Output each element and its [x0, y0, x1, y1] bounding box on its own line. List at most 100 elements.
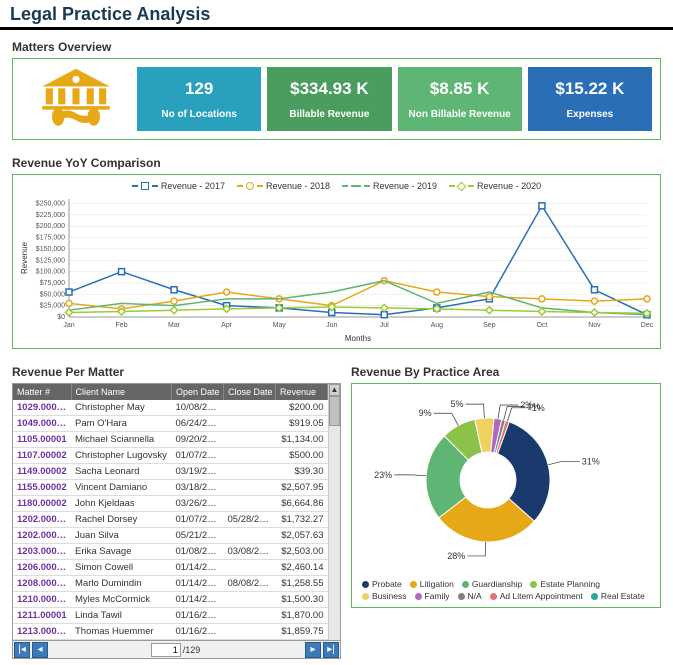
- svg-text:9%: 9%: [419, 408, 432, 418]
- yoy-chart-panel: Revenue - 2017 Revenue - 2018 Revenue - 20…: [12, 174, 661, 349]
- pager-prev-button[interactable]: ◂: [32, 642, 48, 658]
- pager-last-button[interactable]: ▸|: [323, 642, 339, 658]
- practice-legend: Probate Litigation Guardianship Estate Plan…: [358, 579, 654, 601]
- kpi-label: Expenses: [532, 109, 648, 120]
- table-row[interactable]: 1202.00001Rachel Dorsey01/07/201905/28/2…: [13, 512, 328, 528]
- yoy-legend-item[interactable]: Revenue - 2018: [237, 181, 330, 191]
- table-row[interactable]: 1049.00002Pam O'Hara06/24/2019$919.05: [13, 416, 328, 432]
- kpi-label: No of Locations: [141, 109, 257, 120]
- svg-text:Apr: Apr: [221, 322, 233, 329]
- table-row[interactable]: 1105.00001Michael Sciannella09/20/2019$1…: [13, 432, 328, 448]
- svg-text:Dec: Dec: [641, 322, 654, 329]
- svg-text:$50,000: $50,000: [40, 291, 65, 298]
- table-header[interactable]: Matter #: [13, 384, 71, 400]
- kpi-card-0[interactable]: 129 No of Locations: [137, 67, 261, 131]
- svg-text:28%: 28%: [447, 551, 465, 561]
- practice-legend-item[interactable]: Guardianship: [462, 579, 523, 589]
- svg-text:Nov: Nov: [588, 322, 601, 329]
- kpi-card-2[interactable]: $8.85 K Non Billable Revenue: [398, 67, 522, 131]
- svg-text:$125,000: $125,000: [36, 257, 65, 264]
- scroll-thumb[interactable]: [329, 396, 340, 426]
- pager-page-input[interactable]: [151, 643, 181, 657]
- table-row[interactable]: 1180.00002John Kjeldaas03/26/2019$6,664.…: [13, 496, 328, 512]
- legal-logo: [21, 67, 131, 131]
- svg-text:Jun: Jun: [326, 322, 337, 329]
- table-row[interactable]: 1210.00001Myles McCormick01/14/2019$1,50…: [13, 592, 328, 608]
- svg-text:$75,000: $75,000: [40, 280, 65, 287]
- svg-text:31%: 31%: [582, 456, 600, 466]
- yoy-title: Revenue YoY Comparison: [12, 156, 661, 170]
- kpi-value: $334.93 K: [271, 79, 387, 99]
- table-scrollbar[interactable]: ▲: [328, 384, 340, 640]
- practice-legend-item[interactable]: Ad Litem Appointment: [490, 591, 583, 601]
- practice-legend-item[interactable]: Estate Planning: [530, 579, 600, 589]
- kpi-value: $15.22 K: [532, 79, 648, 99]
- table-row[interactable]: 1206.00001Simon Cowell01/14/2019$2,460.1…: [13, 560, 328, 576]
- svg-text:$250,000: $250,000: [36, 201, 65, 208]
- svg-text:5%: 5%: [451, 399, 464, 409]
- yoy-legend-item[interactable]: Revenue - 2020: [449, 181, 541, 191]
- table-header[interactable]: Close Date: [224, 384, 276, 400]
- table-row[interactable]: 1155.00002Vincent Damiano03/18/2019$2,50…: [13, 480, 328, 496]
- matters-table[interactable]: Matter #Client NameOpen DateClose DateRe…: [13, 384, 328, 640]
- svg-text:Sep: Sep: [483, 322, 496, 329]
- svg-text:Feb: Feb: [116, 322, 128, 329]
- svg-text:$100,000: $100,000: [36, 269, 65, 276]
- svg-text:May: May: [273, 322, 287, 329]
- practice-panel: 31%28%23%9%5%2%1%1% ProbateLitigationGua…: [351, 383, 661, 608]
- overview-title: Matters Overview: [12, 40, 661, 54]
- table-pager: |◂ ◂ /129 ▸ ▸|: [13, 640, 340, 658]
- practice-legend-item[interactable]: Probate: [362, 579, 402, 589]
- table-row[interactable]: 1203.00001Erika Savage01/08/201903/08/20…: [13, 544, 328, 560]
- table-row[interactable]: 1208.00001Marlo Dumindin01/14/201908/08/…: [13, 576, 328, 592]
- yoy-legend-item[interactable]: Revenue - 2019: [342, 181, 437, 191]
- svg-text:$150,000: $150,000: [36, 246, 65, 253]
- courthouse-icon: [31, 67, 121, 131]
- table-header[interactable]: Revenue: [276, 384, 328, 400]
- kpi-value: $8.85 K: [402, 79, 518, 99]
- kpi-row: 129 No of Locations $334.93 K Billable Reve…: [137, 67, 652, 131]
- page-header: Legal Practice Analysis: [0, 0, 673, 30]
- table-row[interactable]: 1202.00002Juan Silva05/21/2019$2,057.63: [13, 528, 328, 544]
- page-title: Legal Practice Analysis: [10, 4, 663, 25]
- yoy-legend: Revenue - 2017 Revenue - 2018 Revenue - 20…: [17, 181, 656, 191]
- table-row[interactable]: 1213.00001Thomas Huemmer01/16/2019$1,859…: [13, 624, 328, 640]
- kpi-label: Non Billable Revenue: [402, 109, 518, 120]
- practice-legend-item[interactable]: Family: [415, 591, 450, 601]
- pager-first-button[interactable]: |◂: [14, 642, 30, 658]
- kpi-value: 129: [141, 79, 257, 99]
- practice-legend-item[interactable]: N/A: [458, 591, 482, 601]
- svg-text:Mar: Mar: [168, 322, 181, 329]
- table-row[interactable]: 1029.00002Christopher May10/08/2019$200.…: [13, 400, 328, 416]
- svg-text:Aug: Aug: [431, 322, 444, 329]
- svg-text:$25,000: $25,000: [40, 303, 65, 310]
- svg-text:Jul: Jul: [380, 322, 389, 329]
- svg-text:1%: 1%: [532, 403, 545, 413]
- table-header[interactable]: Client Name: [71, 384, 172, 400]
- matters-table-panel: Matter #Client NameOpen DateClose DateRe…: [12, 383, 341, 659]
- practice-title: Revenue By Practice Area: [351, 365, 661, 379]
- svg-text:23%: 23%: [374, 470, 392, 480]
- pager-total: /129: [181, 645, 203, 655]
- kpi-card-1[interactable]: $334.93 K Billable Revenue: [267, 67, 391, 131]
- practice-legend-item[interactable]: Litigation: [410, 579, 454, 589]
- practice-donut-chart[interactable]: 31%28%23%9%5%2%1%1%: [358, 390, 654, 570]
- svg-text:Months: Months: [345, 334, 371, 343]
- yoy-chart[interactable]: $0 $25,000 $50,000 $75,000 $100,000 $125,000 $…: [17, 193, 657, 343]
- svg-text:$200,000: $200,000: [36, 223, 65, 230]
- svg-text:Jan: Jan: [63, 322, 74, 329]
- scroll-up-arrow[interactable]: ▲: [329, 384, 340, 396]
- kpi-label: Billable Revenue: [271, 109, 387, 120]
- kpi-card-3[interactable]: $15.22 K Expenses: [528, 67, 652, 131]
- table-row[interactable]: 1211.00001Linda Tawil01/16/2019$1,870.00: [13, 608, 328, 624]
- svg-text:$175,000: $175,000: [36, 235, 65, 242]
- table-row[interactable]: 1149.00002Sacha Leonard03/19/2019$39.30: [13, 464, 328, 480]
- svg-text:$0: $0: [57, 314, 65, 321]
- overview-panel: 129 No of Locations $334.93 K Billable Reve…: [12, 58, 661, 140]
- practice-legend-item[interactable]: Business: [362, 591, 407, 601]
- pager-next-button[interactable]: ▸: [305, 642, 321, 658]
- yoy-legend-item[interactable]: Revenue - 2017: [132, 181, 225, 191]
- table-row[interactable]: 1107.00002Christopher Lugovsky01/07/2019…: [13, 448, 328, 464]
- table-header[interactable]: Open Date: [172, 384, 224, 400]
- practice-legend-item[interactable]: Real Estate: [591, 591, 645, 601]
